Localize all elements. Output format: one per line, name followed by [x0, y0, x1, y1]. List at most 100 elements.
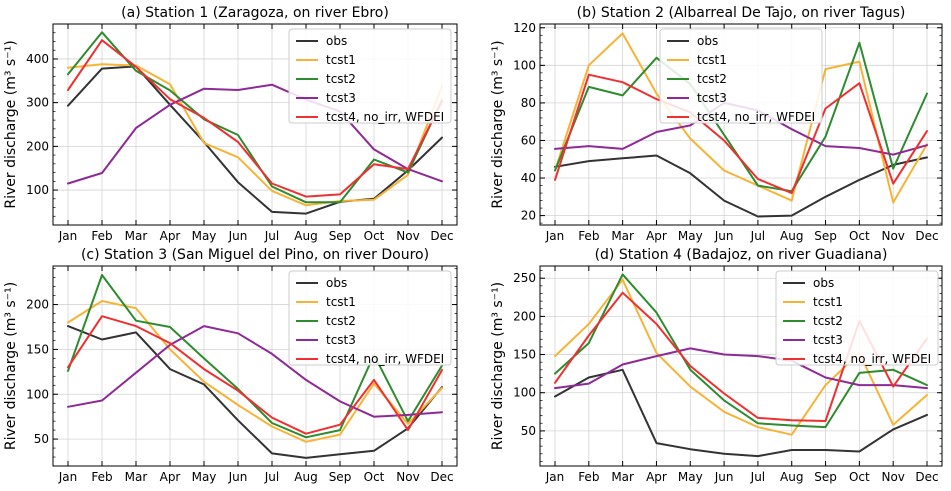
x-tick-label: Jun: [228, 229, 248, 243]
panel-a: 100 200 300 400 Jan Feb Mar Apr May Jun Jul Aug Sep O…: [3, 5, 458, 243]
x-tick-label: Oct: [849, 229, 870, 243]
series-line-obs: [554, 154, 928, 218]
legend-label-tcst2: tcst2: [813, 314, 843, 328]
y-axis-label: River discharge (m³ s⁻¹): [490, 282, 506, 450]
x-tick-label: Apr: [160, 229, 181, 243]
series-line-tcst1: [554, 32, 928, 204]
x-tick-label: Apr: [160, 470, 181, 484]
panel-c: 50 100 150 200 Jan Feb Mar Apr May Jun Jul Aug Sep Oc…: [3, 247, 458, 484]
x-tick-label: Oct: [364, 470, 385, 484]
x-tick-label: Dec: [430, 470, 453, 484]
x-tick-label: Feb: [91, 229, 112, 243]
x-tick-label: Mar: [611, 470, 634, 484]
y-tick-label: 60: [521, 133, 536, 147]
x-tick-label: Jun: [714, 229, 734, 243]
series-line-tcst2: [67, 31, 443, 204]
series-line-obs: [67, 325, 443, 459]
x-tick-label: Sep: [814, 229, 837, 243]
x-tick-label: Sep: [329, 229, 352, 243]
plot-frame: [539, 23, 943, 226]
x-tick-label: Nov: [396, 229, 419, 243]
x-tick-label: Dec: [915, 470, 938, 484]
legend-label-obs: obs: [697, 34, 718, 48]
series-line-tcst2: [67, 274, 443, 439]
x-tick-label: Apr: [646, 470, 667, 484]
x-tick-label: Nov: [881, 470, 904, 484]
legend: obs tcst1 tcst2 tcst3 tcst4, no_irr, WFDEI: [288, 28, 452, 124]
legend-box: [659, 28, 823, 124]
x-tick-label: Sep: [329, 470, 352, 484]
x-tick-label: May: [192, 470, 217, 484]
x-tick-label: Aug: [780, 229, 803, 243]
y-tick-label: 200: [26, 298, 49, 312]
legend-label-obs: obs: [326, 34, 347, 48]
legend-box: [288, 270, 452, 366]
legend-label-obs: obs: [326, 276, 347, 290]
x-tick-label: Jul: [264, 470, 279, 484]
series-line-tcst4: [554, 73, 928, 195]
legend-label-tcst1: tcst1: [326, 295, 356, 309]
y-tick-label: 50: [34, 432, 49, 446]
legend-box: [288, 28, 452, 124]
panel-d: 50 100 150 200 250 Jan Feb Mar Apr May Jun Jul Aug Se…: [490, 247, 943, 484]
x-tick-label: Apr: [646, 229, 667, 243]
y-axis-label: River discharge (m³ s⁻¹): [3, 40, 19, 208]
legend-label-tcst4: tcst4, no_irr, WFDEI: [697, 110, 815, 124]
x-tick-label: May: [678, 470, 703, 484]
plot-frame: [52, 23, 458, 226]
x-tick-label: Aug: [780, 470, 803, 484]
x-tick-label: Mar: [611, 229, 634, 243]
y-tick-label: 400: [26, 52, 49, 66]
x-tick-label: Jun: [228, 470, 248, 484]
panel-title: (a) Station 1 (Zaragoza, on river Ebro): [121, 5, 389, 21]
x-tick-label: May: [678, 229, 703, 243]
y-tick-label: 150: [513, 348, 536, 362]
panel-title: (d) Station 4 (Badajoz, on river Guadian…: [595, 247, 888, 263]
legend-label-tcst3: tcst3: [697, 91, 727, 105]
x-tick-label: Aug: [294, 229, 317, 243]
y-axis-label: River discharge (m³ s⁻¹): [490, 40, 506, 208]
x-tick-label: Jan: [58, 470, 78, 484]
x-tick-label: May: [192, 229, 217, 243]
x-tick-label: Jan: [545, 470, 565, 484]
x-tick-label: Jul: [750, 470, 765, 484]
legend-label-tcst2: tcst2: [326, 72, 356, 86]
x-tick-label: Oct: [849, 470, 870, 484]
y-tick-label: 50: [521, 424, 536, 438]
x-tick-label: Jul: [264, 229, 279, 243]
legend-label-tcst2: tcst2: [697, 72, 727, 86]
x-tick-label: Oct: [364, 229, 385, 243]
y-tick-label: 100: [26, 183, 49, 197]
x-tick-label: Jan: [545, 229, 565, 243]
x-tick-label: Jun: [714, 470, 734, 484]
series-line-tcst4: [67, 315, 443, 435]
series-line-obs: [67, 65, 443, 215]
y-tick-label: 100: [26, 387, 49, 401]
series-line-tcst2: [554, 273, 928, 429]
x-tick-label: Feb: [578, 470, 599, 484]
series-line-obs: [554, 368, 928, 458]
plot-frame: [539, 265, 943, 467]
y-tick-label: 100: [513, 386, 536, 400]
y-tick-label: 250: [513, 271, 536, 285]
x-tick-label: Nov: [396, 470, 419, 484]
y-tick-label: 80: [521, 96, 536, 110]
y-tick-label: 200: [26, 139, 49, 153]
panel-title: (c) Station 3 (San Miguel del Pino, on r…: [81, 247, 429, 263]
legend: obs tcst1 tcst2 tcst3 tcst4, no_irr, WFDEI: [659, 28, 823, 124]
series-line-tcst1: [67, 300, 443, 443]
x-tick-label: Sep: [814, 470, 837, 484]
y-tick-label: 300: [26, 96, 49, 110]
y-tick-label: 200: [513, 309, 536, 323]
series-line-tcst4: [67, 39, 443, 198]
legend-label-tcst3: tcst3: [813, 333, 843, 347]
series-line-tcst3: [67, 325, 443, 418]
legend-label-tcst1: tcst1: [813, 295, 843, 309]
legend-label-tcst4: tcst4, no_irr, WFDEI: [326, 110, 444, 124]
y-tick-label: 20: [521, 209, 536, 223]
x-tick-label: Feb: [91, 470, 112, 484]
legend: obs tcst1 tcst2 tcst3 tcst4, no_irr, WFDEI: [288, 270, 452, 366]
x-tick-label: Mar: [125, 229, 148, 243]
y-tick-label: 120: [513, 21, 536, 35]
